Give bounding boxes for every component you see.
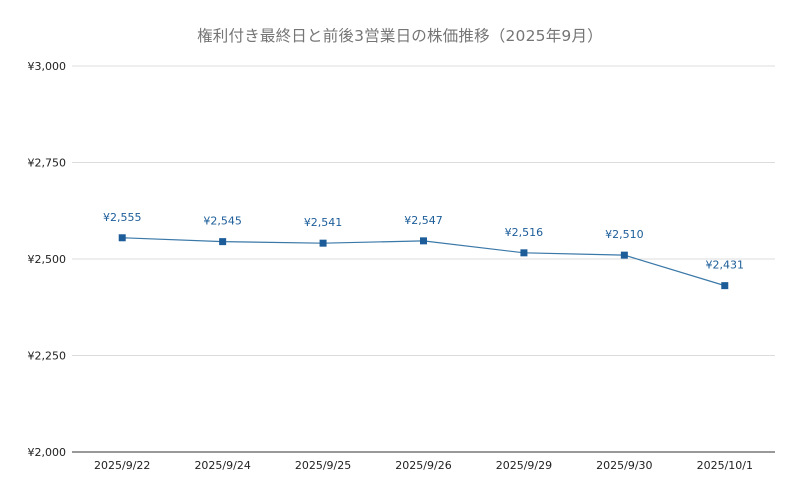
y-tick-label: ¥2,250 <box>28 350 67 363</box>
data-label: ¥2,431 <box>706 259 745 272</box>
data-point-marker <box>319 239 327 247</box>
y-tick-label: ¥2,750 <box>28 157 67 170</box>
data-point-marker <box>520 249 528 257</box>
x-tick-label: 2025/9/29 <box>496 459 552 472</box>
x-tick-label: 2025/9/30 <box>596 459 652 472</box>
data-labels: ¥2,555 ¥2,545 ¥2,541 ¥2,547 ¥2,516 ¥2,510 ¥2,4… <box>103 211 744 272</box>
x-tick-label: 2025/9/25 <box>295 459 351 472</box>
data-point-marker <box>620 251 628 259</box>
y-tick-label: ¥3,000 <box>28 60 67 73</box>
data-label: ¥2,541 <box>304 216 343 229</box>
data-point-marker <box>118 234 126 242</box>
data-label: ¥2,545 <box>203 215 242 228</box>
data-label: ¥2,547 <box>404 214 443 227</box>
data-point-marker <box>219 238 227 246</box>
series-layer <box>118 234 729 290</box>
data-label: ¥2,510 <box>605 228 644 241</box>
series-line <box>122 237 725 287</box>
x-tick-label: 2025/9/24 <box>194 459 250 472</box>
x-axis-ticks: 2025/9/22 2025/9/24 2025/9/25 2025/9/26 2025… <box>94 459 753 472</box>
data-label: ¥2,555 <box>103 211 142 224</box>
data-point-marker <box>721 282 729 290</box>
x-tick-label: 2025/10/1 <box>697 459 753 472</box>
x-tick-label: 2025/9/22 <box>94 459 150 472</box>
grid-lines <box>72 65 775 453</box>
y-tick-label: ¥2,500 <box>28 253 67 266</box>
data-point-marker <box>420 237 427 245</box>
data-label: ¥2,516 <box>505 226 544 239</box>
chart-title: 権利付き最終日と前後3営業日の株価推移（2025年9月） <box>197 27 603 45</box>
x-tick-label: 2025/9/26 <box>395 459 451 472</box>
y-axis-ticks: ¥2,000 ¥2,250 ¥2,500 ¥2,750 ¥3,000 <box>28 60 67 459</box>
y-tick-label: ¥2,000 <box>28 446 67 459</box>
